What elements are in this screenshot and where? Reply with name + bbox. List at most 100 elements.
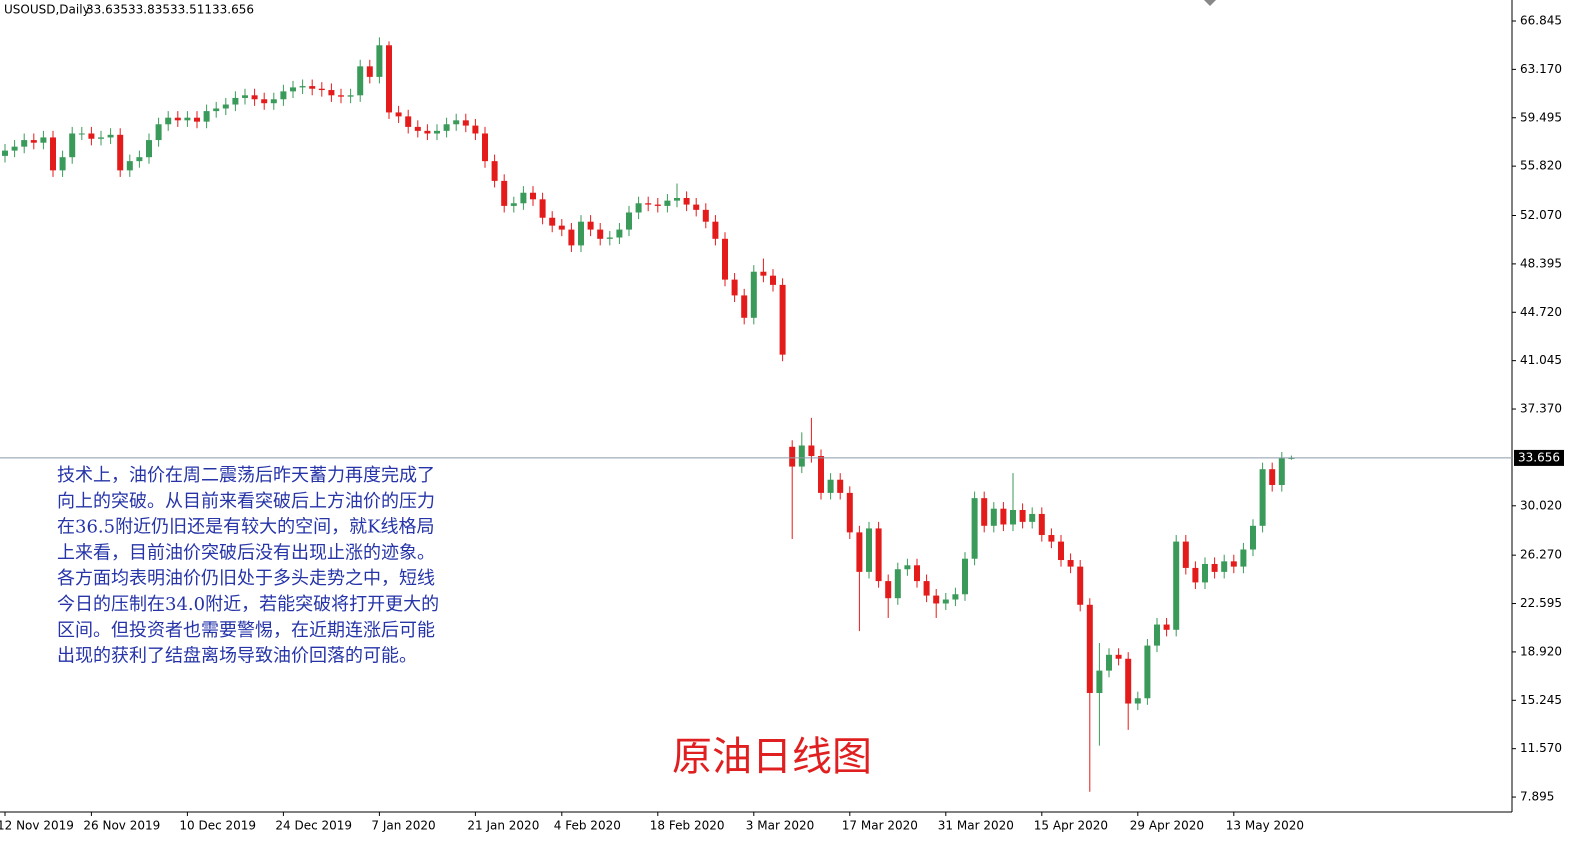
candle-body <box>1134 698 1141 704</box>
x-tick-label: 18 Feb 2020 <box>650 819 725 833</box>
candle-body <box>914 565 920 582</box>
candle-body <box>1086 604 1093 693</box>
candle-body <box>866 528 872 572</box>
candle-body <box>789 446 796 467</box>
candle-body <box>366 66 373 77</box>
candle-body <box>616 229 623 238</box>
candle-body <box>1106 654 1112 671</box>
y-tick-label: 30.020 <box>1520 498 1562 512</box>
annotation-line: 今日的压制在34.0附近，若能突破将打开更大的 <box>57 594 439 615</box>
candle-body <box>462 120 469 126</box>
x-tick-label: 4 Feb 2020 <box>554 819 621 833</box>
candle-body <box>904 565 911 570</box>
y-tick-label: 66.845 <box>1520 13 1562 27</box>
candle-body <box>1230 561 1237 567</box>
candle-body <box>1058 541 1064 561</box>
y-tick-label: 15.245 <box>1520 693 1562 707</box>
candle-body <box>990 508 997 526</box>
candle-body <box>328 90 335 96</box>
candle-body <box>808 445 815 457</box>
candle-body <box>299 86 306 88</box>
header-low: 33.511 <box>170 3 212 17</box>
candle-body <box>136 157 143 162</box>
candle-body <box>21 140 28 147</box>
candle-body <box>146 140 152 158</box>
candle-body <box>59 157 66 171</box>
candle-body <box>520 192 527 204</box>
candle-body <box>1144 645 1151 699</box>
candle-body <box>933 595 940 604</box>
candle-body <box>40 137 47 143</box>
price-label-box <box>1514 449 1564 466</box>
candle-body <box>251 95 258 100</box>
x-tick-label: 24 Dec 2019 <box>275 819 352 833</box>
candle-body <box>1211 563 1218 572</box>
candle-body <box>885 581 892 599</box>
candle-body <box>1125 658 1132 704</box>
candle-body <box>395 112 402 117</box>
candle-body <box>232 97 239 105</box>
y-tick-label: 59.495 <box>1520 110 1562 124</box>
annotation-line: 出现的获利了结盘离场导致油价回落的可能。 <box>57 646 417 667</box>
candle-body <box>290 87 296 92</box>
annotation-line: 技术上，油价在周二震荡后昨天蓄力再度完成了 <box>57 465 435 486</box>
candle-body <box>626 212 632 230</box>
candle-body <box>664 200 671 206</box>
candle-body <box>558 225 565 230</box>
x-tick-label: 21 Jan 2020 <box>467 819 539 833</box>
candle-body <box>155 124 162 141</box>
candle-body <box>1067 560 1074 567</box>
candle-body <box>1038 513 1045 536</box>
candle-body <box>539 199 546 218</box>
candle-body <box>1202 563 1208 583</box>
annotation-line: 在36.5附近仍旧还是有较大的空间，就K线格局 <box>57 517 435 538</box>
candle-body <box>11 146 18 151</box>
candle-body <box>837 479 844 493</box>
candle-body <box>1019 510 1026 522</box>
candle-body <box>386 45 392 113</box>
candle-body <box>587 221 594 230</box>
candle-body <box>414 126 421 131</box>
candle-body <box>261 99 268 104</box>
candle-body <box>1221 561 1228 572</box>
candle-body <box>309 86 316 89</box>
candle-body <box>1000 508 1007 525</box>
candle-body <box>213 108 220 112</box>
candle-body <box>117 134 124 171</box>
candle-body <box>482 133 488 162</box>
x-tick-label: 10 Dec 2019 <box>179 819 256 833</box>
candle-body <box>270 99 277 104</box>
candle-body <box>827 479 834 493</box>
candle-body <box>741 295 748 318</box>
candle-body <box>568 229 575 246</box>
header-close: 33.656 <box>212 3 254 17</box>
candle-body <box>510 203 517 206</box>
candle-body <box>1029 513 1036 522</box>
candle-body <box>78 133 85 135</box>
candle-body <box>971 498 978 559</box>
candle-body <box>203 111 210 122</box>
candle-body <box>952 594 959 600</box>
candle-body <box>875 528 882 582</box>
candle-body <box>453 120 460 125</box>
candle-body <box>1163 624 1170 630</box>
candle-body <box>683 197 690 205</box>
x-tick-label: 26 Nov 2019 <box>83 819 160 833</box>
candle-body <box>424 130 431 134</box>
candle-body <box>472 125 479 134</box>
candle-body <box>846 492 853 533</box>
candle-body <box>779 284 786 355</box>
candle-body <box>597 229 604 239</box>
candle-body <box>981 498 988 526</box>
candle-body <box>702 209 709 222</box>
candle-body <box>1173 541 1180 630</box>
header-open: 33.635 <box>86 3 128 17</box>
candle-body <box>856 532 863 572</box>
candle-body <box>1154 624 1160 646</box>
candle-body <box>693 204 700 210</box>
caption: 原油日线图 <box>672 734 872 780</box>
candle-body <box>405 116 412 127</box>
candle-body <box>338 95 344 97</box>
y-tick-label: 37.370 <box>1520 402 1562 416</box>
